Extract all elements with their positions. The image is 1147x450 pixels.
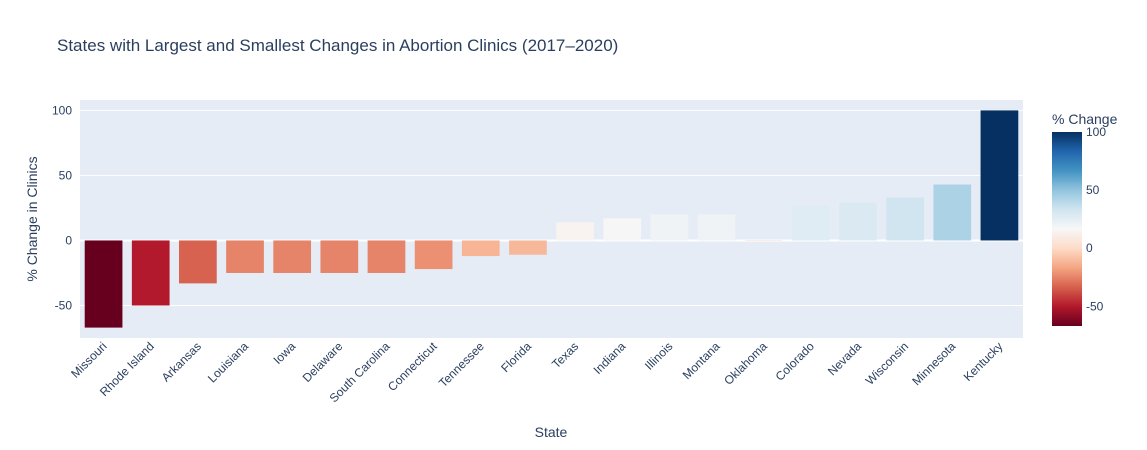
bar-texas <box>556 222 594 241</box>
bar-kentucky <box>980 110 1019 241</box>
chart-title: States with Largest and Smallest Changes… <box>57 36 618 55</box>
x-tick-label: Minnesota <box>909 339 958 388</box>
x-tick-label: Delaware <box>300 339 346 385</box>
bar-minnesota <box>933 184 972 241</box>
x-tick-label: Texas <box>549 339 581 371</box>
x-axis-title: State <box>535 424 568 440</box>
bar-rhode-island <box>131 240 170 306</box>
x-tick-label: Illinois <box>642 339 675 372</box>
bar-nevada <box>839 202 877 241</box>
bar-montana <box>697 214 736 241</box>
bar-indiana <box>603 218 642 241</box>
y-tick-label: -50 <box>55 298 73 312</box>
x-tick-label: Indiana <box>591 339 629 377</box>
bar-connecticut <box>414 240 453 270</box>
bar-south-carolina <box>367 240 406 273</box>
bar-iowa <box>273 240 312 273</box>
y-tick-labels: -50 0 50 100 <box>52 103 72 312</box>
bar-louisiana <box>226 240 264 273</box>
colorbar-title: % Change <box>1052 111 1118 127</box>
bar-colorado <box>791 205 830 241</box>
y-tick-label: 50 <box>59 168 73 182</box>
x-tick-label: Iowa <box>270 339 298 367</box>
x-tick-label: Arkansas <box>159 339 204 384</box>
y-tick-label: 0 <box>65 233 72 247</box>
bar-arkansas <box>179 240 217 284</box>
x-tick-label: Montana <box>680 339 723 382</box>
bar-florida <box>509 240 547 255</box>
colorbar-gradient <box>1052 132 1082 326</box>
colorbar-tick-label: 0 <box>1086 241 1093 255</box>
x-tick-label: Wisconsin <box>863 339 912 388</box>
bar-wisconsin <box>886 197 924 241</box>
bar-tennessee <box>461 240 500 257</box>
x-tick-label: Colorado <box>773 339 818 384</box>
colorbar: % Change -50 0 50 100 <box>1052 111 1118 326</box>
x-tick-label: Nevada <box>825 339 864 378</box>
bar-delaware <box>320 240 359 273</box>
x-tick-label: Missouri <box>68 339 109 380</box>
colorbar-tick-label: 50 <box>1086 183 1100 197</box>
colorbar-tick-label: 100 <box>1086 125 1106 139</box>
colorbar-ticks: -50 0 50 100 <box>1086 125 1106 313</box>
x-tick-label: Florida <box>498 339 534 375</box>
x-tick-label: Connecticut <box>385 339 440 394</box>
bars <box>84 110 1019 328</box>
colorbar-tick-label: -50 <box>1086 299 1104 313</box>
y-tick-label: 100 <box>52 103 72 117</box>
plot-background <box>80 100 1023 338</box>
bar-illinois <box>650 214 689 241</box>
bar-missouri <box>84 240 123 328</box>
x-tick-label: Kentucky <box>961 339 1006 384</box>
bar-oklahoma <box>744 240 783 241</box>
x-tick-label: Oklahoma <box>721 339 770 388</box>
x-tick-label: Louisiana <box>205 339 251 385</box>
x-tick-label: Tennessee <box>436 339 487 390</box>
y-axis-title: % Change in Clinics <box>24 156 40 281</box>
